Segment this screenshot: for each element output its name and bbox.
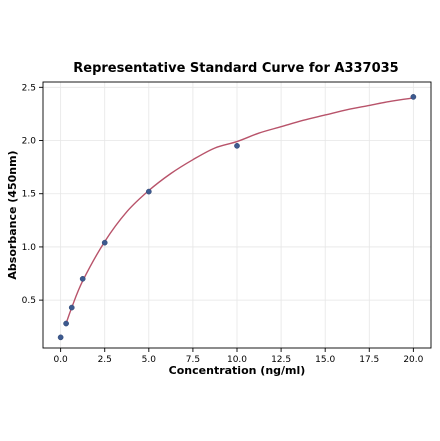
data-point [145, 188, 152, 195]
y-axis-ticks: 0.5 1.0 1.5 2.0 2.5 [22, 83, 43, 306]
x-tick-label: 10.0 [227, 355, 247, 365]
x-tick-label: 17.5 [359, 355, 379, 365]
fit-curve-line [65, 97, 414, 324]
y-tick-label: 1.0 [22, 243, 37, 253]
data-point [63, 320, 69, 327]
y-tick-label: 1.5 [22, 190, 36, 200]
data-point [234, 142, 240, 149]
chart-title: Representative Standard Curve for A33703… [73, 61, 398, 76]
x-tick-label: 12.5 [271, 355, 291, 365]
y-axis-label: Absorbance (450nm) [6, 150, 19, 279]
data-point [79, 275, 86, 282]
fit-curve-layer [65, 97, 414, 324]
y-tick-label: 0.5 [22, 296, 36, 306]
x-axis-ticks: 0.0 2.5 5.0 7.5 10.0 12.5 15.0 17.5 20.0 [53, 348, 424, 365]
x-tick-label: 7.5 [186, 355, 200, 365]
data-point [101, 239, 108, 246]
x-tick-label: 0.0 [53, 355, 68, 365]
data-point [57, 334, 64, 341]
y-tick-label: 2.5 [22, 83, 36, 93]
x-tick-label: 5.0 [142, 355, 157, 365]
x-tick-label: 20.0 [403, 355, 423, 365]
grid-lines [43, 82, 431, 348]
data-point [68, 304, 75, 311]
data-point [410, 94, 417, 100]
data-points-layer [57, 94, 417, 341]
x-tick-label: 2.5 [98, 355, 112, 365]
x-axis-label: Concentration (ng/ml) [169, 364, 306, 377]
y-tick-label: 2.0 [22, 137, 37, 147]
x-tick-label: 15.0 [315, 355, 335, 365]
